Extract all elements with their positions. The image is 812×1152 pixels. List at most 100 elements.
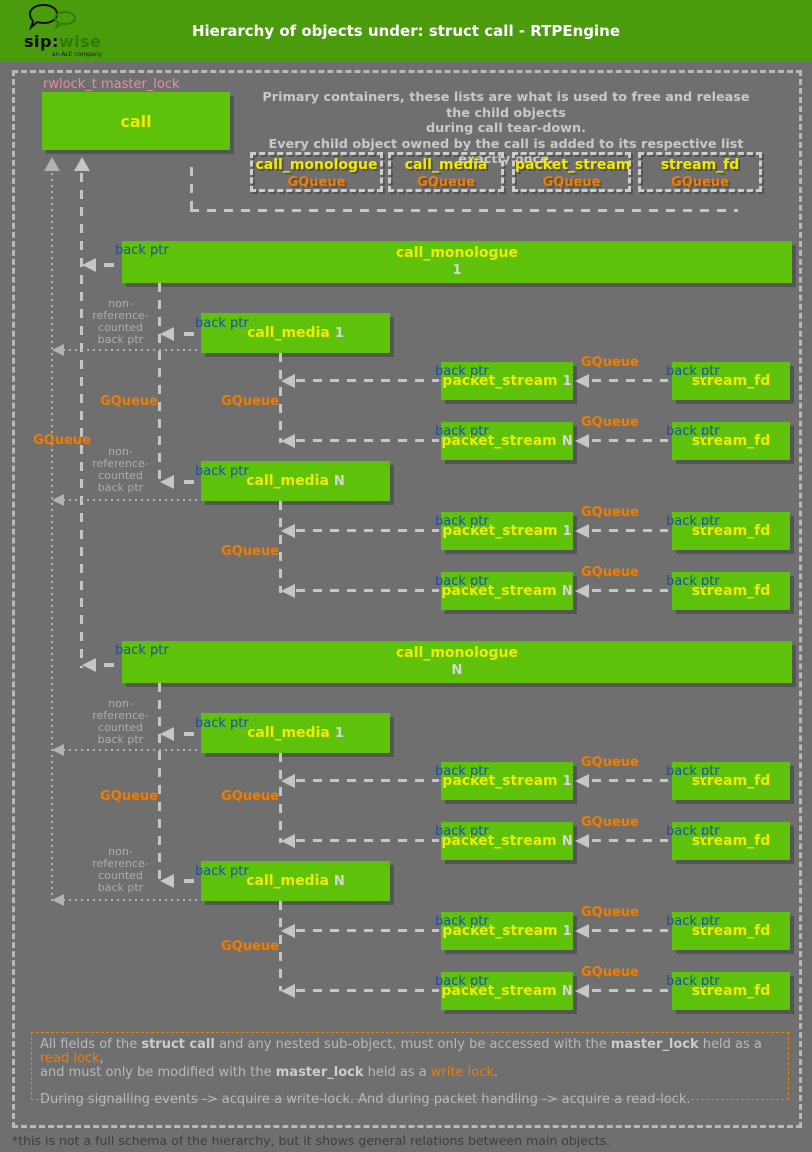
box-index: 1 — [452, 263, 462, 278]
non-ref-back-ptr-label: non-reference- counted back ptr — [92, 697, 149, 746]
packet-stream-1-box: packet_stream 1 — [441, 512, 573, 550]
packet-stream-1-box: packet_stream 1 — [441, 362, 573, 400]
fd-link-line — [592, 839, 668, 842]
gqueue-label: GQueue — [581, 505, 639, 520]
back-ptr-arrowhead — [160, 327, 174, 341]
call-box: call — [42, 92, 230, 150]
back-ptr-label: back ptr — [666, 514, 720, 529]
gqueue-label: GQueue — [581, 965, 639, 980]
logo-sip-text: sip: — [24, 32, 59, 51]
gqueue-label: GQueue — [33, 433, 91, 448]
box-name: call_monologue — [395, 245, 519, 261]
box-name: call_monologue — [395, 645, 519, 661]
queues-link-line — [190, 167, 193, 211]
logo-tagline: an ALE company — [51, 51, 102, 58]
gqueue-label: GQueue — [581, 755, 639, 770]
gqueue-label: GQueue — [221, 789, 279, 804]
queue-type: GQueue — [287, 175, 346, 190]
stream-link-line — [296, 439, 439, 442]
non-ref-back-ptr-label: non-reference- counted back ptr — [92, 445, 149, 494]
back-ptr-label: back ptr — [195, 316, 249, 331]
back-ptr-dash — [184, 332, 194, 336]
stream-link-line — [296, 839, 439, 842]
call-media-n-box: call_media N — [201, 461, 390, 501]
stream-fd-box: stream_fd — [672, 362, 790, 400]
logo-wordmark: sip:wise — [24, 32, 124, 51]
back-ptr-dash — [104, 263, 114, 267]
fd-link-arrowhead — [575, 834, 589, 848]
stream-link-line — [296, 379, 439, 382]
non-ref-back-ptr-label: non-reference- counted back ptr — [92, 297, 149, 346]
back-ptr-label: back ptr — [195, 864, 249, 879]
call-media-1-box: call_media 1 — [201, 313, 390, 353]
fd-link-line — [592, 379, 668, 382]
notes-line-3: During signalling events -> acquire a wr… — [40, 1092, 691, 1107]
back-ptr-label: back ptr — [435, 824, 489, 839]
queue-box-call-media: call_media GQueue — [388, 152, 504, 192]
diagram-frame — [12, 70, 802, 1128]
monologue-gqueue-line — [158, 283, 161, 483]
packet-stream-1-box: packet_stream 1 — [441, 762, 573, 800]
packet-stream-n-box: packet_stream N — [441, 572, 573, 610]
intro-line-2: during call tear-down. — [426, 121, 586, 136]
gqueue-label: GQueue — [100, 394, 158, 409]
back-ptr-label: back ptr — [435, 974, 489, 989]
packet-stream-n-box: packet_stream N — [441, 822, 573, 860]
stream-fd-box: stream_fd — [672, 422, 790, 460]
speech-bubbles-icon — [28, 3, 77, 31]
back-ptr-label: back ptr — [435, 424, 489, 439]
non-ref-back-ptr-arrowhead — [44, 157, 60, 171]
fd-link-arrowhead — [575, 924, 589, 938]
call-box-label: call — [120, 111, 152, 131]
queue-name: stream_fd — [660, 157, 740, 173]
stream-link-arrowhead — [281, 434, 295, 448]
fd-link-arrowhead — [575, 434, 589, 448]
back-ptr-label: back ptr — [435, 514, 489, 529]
stream-fd-box: stream_fd — [672, 822, 790, 860]
stream-link-line — [296, 529, 439, 532]
intro-text: Primary containers, these lists are what… — [250, 90, 762, 168]
non-ref-back-ptr-label: non-reference- counted back ptr — [92, 845, 149, 894]
back-ptr-arrowhead — [82, 658, 96, 672]
back-ptr-label: back ptr — [666, 914, 720, 929]
queue-type: GQueue — [671, 175, 729, 190]
gqueue-label: GQueue — [221, 394, 279, 409]
fd-link-line — [592, 929, 668, 932]
packet-stream-n-box: packet_stream N — [441, 972, 573, 1010]
gqueue-label: GQueue — [581, 815, 639, 830]
header-bar: sip:wise an ALE company Hierarchy of obj… — [0, 0, 812, 62]
back-ptr-dash — [184, 480, 194, 484]
stream-link-arrowhead — [281, 984, 295, 998]
logo-wise-text: wise — [58, 32, 102, 51]
back-ptr-dash — [184, 732, 194, 736]
monologue-gqueue-line — [158, 683, 161, 883]
call-media-n-box: call_media N — [201, 861, 390, 901]
queue-name: call_monologue — [255, 157, 378, 173]
queue-name: packet_stream — [515, 157, 631, 173]
stream-fd-box: stream_fd — [672, 912, 790, 950]
box-index: N — [451, 663, 463, 678]
fd-link-arrowhead — [575, 524, 589, 538]
back-ptr-label: back ptr — [435, 764, 489, 779]
gqueue-label: GQueue — [100, 789, 158, 804]
back-ptr-label: back ptr — [666, 824, 720, 839]
back-ptr-label: back ptr — [115, 643, 169, 658]
packet-stream-n-box: packet_stream N — [441, 422, 573, 460]
stream-link-line — [296, 929, 439, 932]
back-ptr-arrowhead — [74, 157, 90, 171]
stream-fd-box: stream_fd — [672, 572, 790, 610]
stream-fd-box: stream_fd — [672, 972, 790, 1010]
back-ptr-label: back ptr — [195, 716, 249, 731]
non-ref-back-ptr-line — [57, 349, 201, 351]
queue-name: call_media — [404, 157, 488, 173]
read-lock-text: read lock — [40, 1051, 100, 1066]
stream-link-arrowhead — [281, 584, 295, 598]
call-monologue-n-box: call_monologue N — [122, 641, 792, 683]
media-gqueue-line — [279, 753, 282, 843]
non-ref-back-ptr-trunk-line — [51, 173, 53, 901]
stream-link-arrowhead — [281, 924, 295, 938]
non-ref-back-ptr-line — [57, 499, 201, 501]
gqueue-label: GQueue — [221, 939, 279, 954]
stream-fd-box: stream_fd — [672, 762, 790, 800]
fd-link-line — [592, 529, 668, 532]
